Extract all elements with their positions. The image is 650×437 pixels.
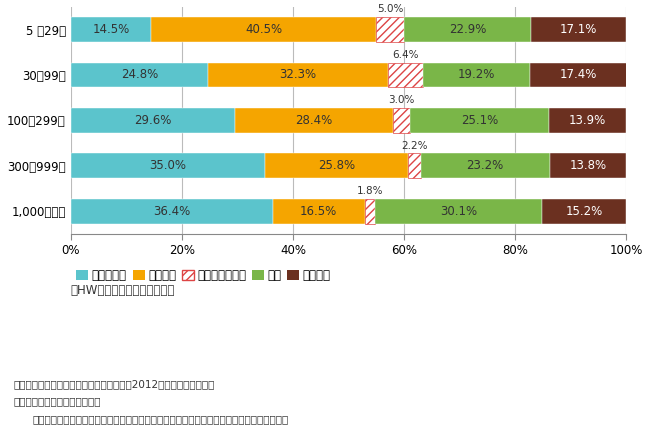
Text: 13.8%: 13.8% <box>569 159 606 172</box>
Text: 25.1%: 25.1% <box>461 114 498 127</box>
Text: 19.2%: 19.2% <box>458 69 495 81</box>
Bar <box>71 17 151 42</box>
Bar <box>542 199 627 224</box>
Bar <box>209 62 388 87</box>
Text: （HWインターネットを含む）: （HWインターネットを含む） <box>71 284 175 297</box>
Text: 25.8%: 25.8% <box>318 159 356 172</box>
Text: 16.5%: 16.5% <box>300 205 337 218</box>
Bar <box>408 153 421 178</box>
Text: 32.3%: 32.3% <box>280 69 317 81</box>
Text: 2.2%: 2.2% <box>401 141 428 150</box>
Bar <box>393 108 410 133</box>
Bar <box>151 17 376 42</box>
Text: 出所）厘生労働省「雇用動向調査結果」（2012）から筆者が作成。: 出所）厘生労働省「雇用動向調査結果」（2012）から筆者が作成。 <box>13 379 214 389</box>
Legend: 職業安定所, 求人広告, 民営職業紹介所, 縁故, 左記以外: 職業安定所, 求人広告, 民営職業紹介所, 縁故, 左記以外 <box>77 269 331 282</box>
Text: 1.8%: 1.8% <box>356 186 383 196</box>
Text: 36.4%: 36.4% <box>153 205 190 218</box>
Bar <box>530 62 627 87</box>
Text: 24.8%: 24.8% <box>121 69 158 81</box>
Bar <box>265 153 408 178</box>
Bar <box>71 199 273 224</box>
Bar <box>531 17 627 42</box>
Text: 40.5%: 40.5% <box>245 23 282 36</box>
Text: 23.2%: 23.2% <box>467 159 504 172</box>
Text: 30.1%: 30.1% <box>439 205 477 218</box>
Text: 13.9%: 13.9% <box>569 114 606 127</box>
Text: 35.0%: 35.0% <box>150 159 187 172</box>
Bar <box>365 199 374 224</box>
Bar <box>421 153 550 178</box>
Text: 6.4%: 6.4% <box>393 50 419 60</box>
Bar <box>235 108 393 133</box>
Bar <box>71 62 209 87</box>
Text: 5.0%: 5.0% <box>377 4 404 14</box>
Text: 22.9%: 22.9% <box>449 23 486 36</box>
Bar <box>71 108 235 133</box>
Bar <box>388 62 424 87</box>
Bar <box>71 153 265 178</box>
Text: 15.2%: 15.2% <box>566 205 603 218</box>
Bar <box>376 17 404 42</box>
Text: 17.1%: 17.1% <box>560 23 597 36</box>
Text: 注）転職入職者の割合（％）。: 注）転職入職者の割合（％）。 <box>13 396 101 406</box>
Text: 29.6%: 29.6% <box>134 114 172 127</box>
Text: 17.4%: 17.4% <box>560 69 597 81</box>
Bar <box>424 62 530 87</box>
Bar <box>374 199 542 224</box>
Text: 28.4%: 28.4% <box>295 114 333 127</box>
Bar <box>550 153 627 178</box>
Bar <box>404 17 531 42</box>
Text: 「左記以外」には、「学校」、「出向」、「出向先からの復帰」、「その他」が含まれる。: 「左記以外」には、「学校」、「出向」、「出向先からの復帰」、「その他」が含まれる… <box>32 414 289 424</box>
Bar <box>273 199 365 224</box>
Text: 14.5%: 14.5% <box>92 23 129 36</box>
Text: 3.0%: 3.0% <box>388 95 415 105</box>
Bar <box>549 108 627 133</box>
Bar <box>410 108 549 133</box>
